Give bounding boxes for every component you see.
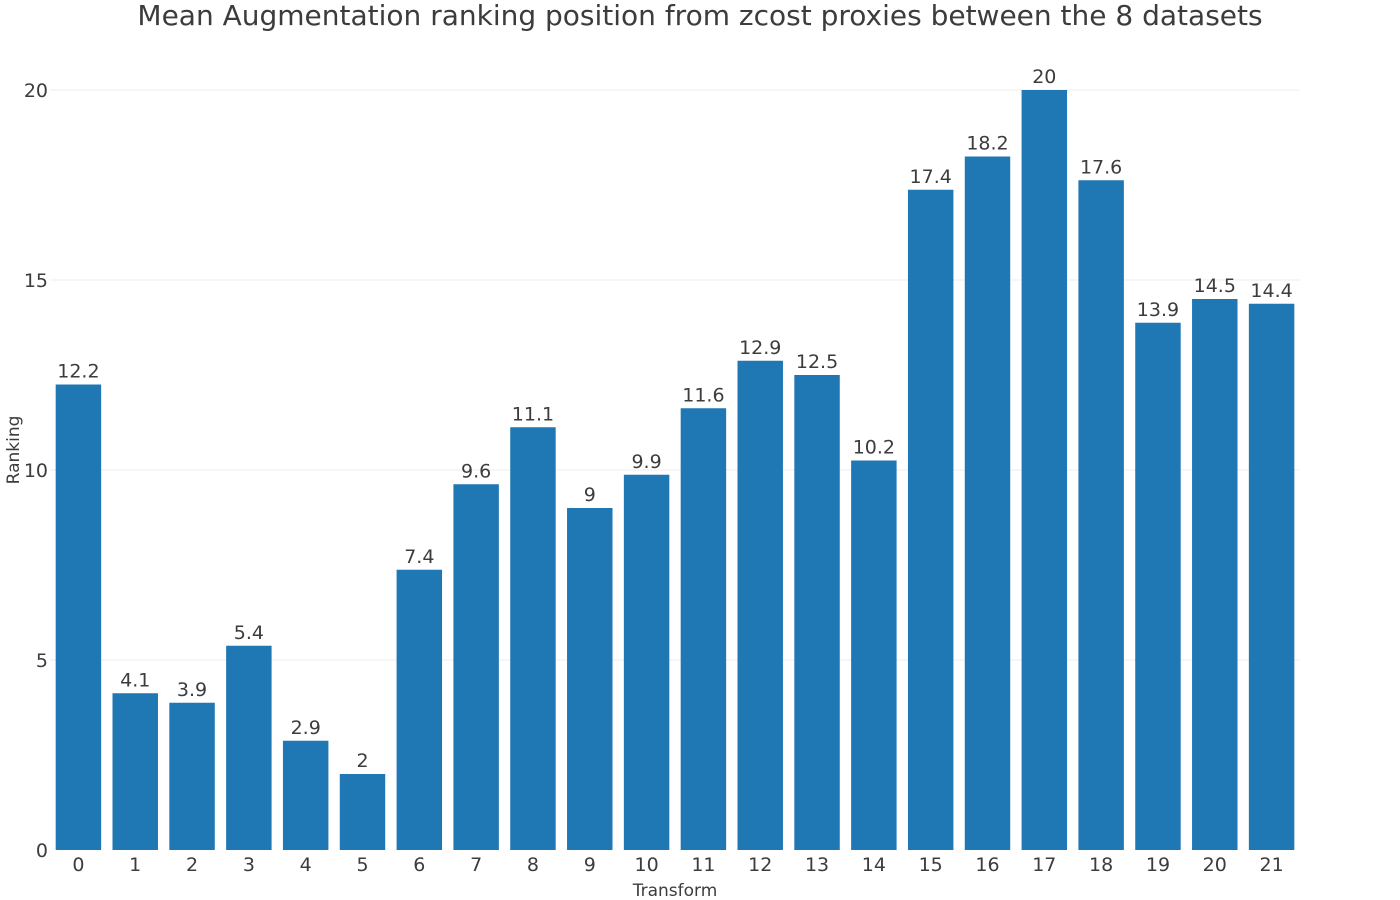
bar-18 [1078, 180, 1124, 850]
bar-2 [169, 702, 215, 850]
x-tick-label: 9 [584, 854, 596, 876]
data-label-15: 17.4 [910, 166, 952, 188]
data-label-2: 3.9 [177, 679, 207, 701]
data-label-12: 12.9 [739, 337, 781, 359]
bar-6 [396, 569, 443, 850]
data-label-19: 13.9 [1137, 299, 1179, 321]
data-label-14: 10.2 [853, 437, 895, 459]
bar-12 [737, 360, 783, 850]
bar-15 [907, 189, 954, 850]
x-tick-label: 12 [748, 854, 772, 876]
data-label-16: 18.2 [966, 133, 1008, 155]
data-label-20: 14.5 [1194, 275, 1236, 297]
x-tick-label: 14 [862, 854, 886, 876]
data-label-17: 20 [1032, 66, 1056, 88]
y-tick-label: 10 [24, 460, 48, 482]
bar-0 [55, 384, 102, 850]
bar-14 [851, 460, 897, 850]
bar-1 [112, 693, 158, 850]
y-tick-label: 0 [36, 840, 48, 862]
data-label-7: 9.6 [461, 460, 491, 482]
data-label-6: 7.4 [404, 546, 434, 568]
chart-title: Mean Augmentation ranking position from … [137, 0, 1262, 32]
x-tick-label: 2 [186, 854, 198, 876]
bar-10 [623, 474, 670, 850]
x-tick-label: 6 [413, 854, 425, 876]
y-tick-label: 20 [24, 80, 48, 102]
data-label-21: 14.4 [1250, 280, 1292, 302]
x-tick-label: 8 [527, 854, 539, 876]
x-tick-label: 15 [919, 854, 943, 876]
y-tick-label: 15 [24, 270, 48, 292]
data-label-18: 17.6 [1080, 156, 1122, 178]
x-tick-label: 21 [1259, 854, 1283, 876]
x-axis-ticks: 0 1 2 3 4 5 6 7 8 9 10 11 12 13 14 15 16 17 18 19 20 21 [72, 854, 1283, 876]
x-tick-label: 13 [805, 854, 829, 876]
x-tick-label: 17 [1032, 854, 1056, 876]
bar-20 [1192, 299, 1238, 850]
x-tick-label: 1 [129, 854, 141, 876]
data-labels: 12.2 4.1 3.9 5.4 2.9 2 7.4 9.6 11.1 9 9.9 11.6 12.9 1… [57, 66, 1292, 772]
y-tick-label: 5 [36, 650, 48, 672]
data-label-0: 12.2 [57, 361, 99, 383]
bar-21 [1248, 303, 1295, 850]
y-axis-ticks: 0 5 10 15 20 [24, 80, 48, 862]
x-tick-label: 10 [634, 854, 658, 876]
bar-5 [339, 774, 386, 850]
data-label-1: 4.1 [120, 669, 150, 691]
data-label-9: 9 [584, 484, 596, 506]
bar-4 [282, 740, 329, 850]
x-tick-label: 16 [975, 854, 999, 876]
x-tick-label: 20 [1203, 854, 1227, 876]
bar-11 [680, 408, 727, 850]
bar-13 [794, 375, 840, 850]
bars [55, 90, 1295, 850]
data-label-8: 11.1 [512, 403, 554, 425]
bar-7 [453, 484, 499, 850]
bar-3 [226, 645, 272, 850]
data-label-13: 12.5 [796, 351, 838, 373]
bar-9 [567, 508, 613, 850]
y-axis-title: Ranking [4, 416, 24, 485]
bar-19 [1135, 322, 1181, 850]
data-label-11: 11.6 [682, 384, 724, 406]
bar-8 [510, 427, 556, 850]
x-tick-label: 19 [1146, 854, 1170, 876]
x-tick-label: 4 [300, 854, 312, 876]
x-tick-label: 0 [72, 854, 84, 876]
data-label-5: 2 [356, 750, 368, 772]
bar-17 [1021, 90, 1068, 850]
x-tick-label: 18 [1089, 854, 1113, 876]
bar-16 [964, 156, 1011, 850]
data-label-4: 2.9 [291, 717, 321, 739]
x-tick-label: 5 [356, 854, 368, 876]
x-tick-label: 7 [470, 854, 482, 876]
x-axis-title: Transform [632, 881, 718, 900]
data-label-10: 9.9 [631, 451, 661, 473]
data-label-3: 5.4 [234, 622, 264, 644]
x-tick-label: 3 [243, 854, 255, 876]
x-tick-label: 11 [691, 854, 715, 876]
